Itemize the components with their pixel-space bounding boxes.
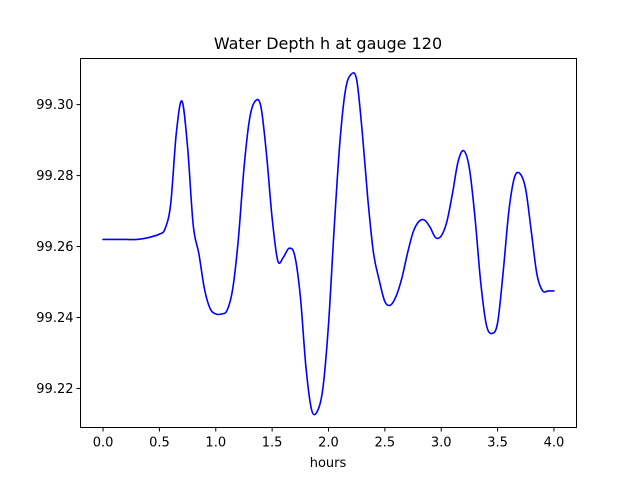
series-line-0 xyxy=(102,71,555,416)
y-tick-label: 99.28 xyxy=(36,169,73,184)
y-tick-label: 99.30 xyxy=(36,98,73,113)
chart-title: Water Depth h at gauge 120 xyxy=(214,34,442,53)
x-axis-label: hours xyxy=(310,456,347,471)
y-tick-label: 99.24 xyxy=(36,311,73,326)
x-tick-label: 1.5 xyxy=(262,436,283,451)
x-tick-label: 2.5 xyxy=(375,436,396,451)
x-tick-label: 1.0 xyxy=(205,436,226,451)
plot-area xyxy=(102,71,555,416)
x-tick-label: 0.0 xyxy=(93,436,114,451)
x-axis: 0.0 0.5 1.0 1.5 2.0 2.5 3.0 3.5 4.0 xyxy=(93,427,565,451)
x-tick-label: 3.5 xyxy=(487,436,508,451)
x-tick-label: 3.0 xyxy=(431,436,452,451)
x-tick-label: 0.5 xyxy=(149,436,170,451)
y-tick-label: 99.22 xyxy=(36,382,73,397)
y-axis: 99.22 99.24 99.26 99.28 99.30 xyxy=(36,98,81,397)
plot-frame xyxy=(80,58,577,428)
x-tick-label: 2.0 xyxy=(318,436,339,451)
y-tick-label: 99.26 xyxy=(36,240,73,255)
x-tick-label: 4.0 xyxy=(544,436,565,451)
